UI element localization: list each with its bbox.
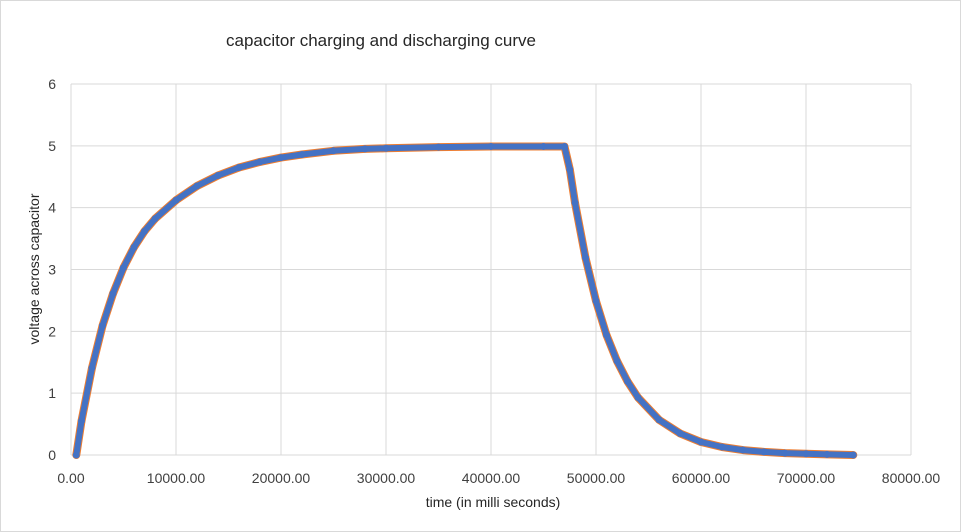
- data-point: [277, 154, 285, 162]
- data-point: [781, 449, 789, 457]
- data-point: [172, 196, 180, 204]
- data-point: [582, 254, 589, 262]
- y-axis-ticks: 0 1 2 3 4 5 6: [48, 76, 56, 463]
- data-point: [88, 364, 96, 372]
- data-point: [802, 450, 810, 458]
- data-point: [361, 145, 369, 153]
- data-point: [435, 143, 442, 151]
- y-tick-label: 2: [48, 323, 56, 339]
- y-tick-label: 3: [48, 262, 56, 278]
- data-point: [624, 377, 631, 385]
- x-tick-label: 10000.00: [147, 470, 206, 486]
- x-tick-label: 60000.00: [672, 470, 731, 486]
- data-point: [849, 451, 857, 459]
- data-point: [78, 417, 85, 425]
- y-tick-label: 0: [48, 447, 56, 463]
- data-point: [540, 142, 547, 150]
- y-tick-label: 5: [48, 138, 56, 154]
- grid: [70, 83, 912, 456]
- y-tick-label: 1: [48, 385, 56, 401]
- data-point: [141, 227, 148, 235]
- data-point: [655, 416, 663, 424]
- data-point: [193, 182, 201, 190]
- data-point: [613, 357, 621, 365]
- data-point: [718, 443, 726, 451]
- series-voltage: [72, 142, 858, 459]
- y-axis-title: voltage across capacitor: [26, 193, 42, 344]
- x-tick-label: 70000.00: [777, 470, 836, 486]
- x-tick-label: 80000.00: [882, 470, 941, 486]
- data-point: [72, 451, 80, 459]
- data-point: [739, 446, 747, 454]
- data-point: [571, 199, 579, 207]
- data-point: [120, 264, 127, 272]
- data-point: [256, 158, 264, 166]
- x-tick-label: 50000.00: [567, 470, 626, 486]
- y-tick-label: 6: [48, 76, 56, 92]
- data-point: [823, 450, 831, 458]
- x-tick-label: 40000.00: [462, 470, 521, 486]
- data-point: [676, 429, 684, 437]
- data-point: [330, 147, 337, 155]
- data-point: [561, 142, 568, 150]
- data-point: [487, 142, 495, 150]
- data-point: [130, 243, 138, 251]
- series-underlay-line: [72, 142, 858, 459]
- data-point: [603, 331, 610, 339]
- data-point: [592, 297, 600, 305]
- data-point: [99, 322, 106, 330]
- x-tick-label: 0.00: [57, 470, 84, 486]
- y-tick-label: 4: [48, 200, 56, 216]
- data-point: [235, 163, 243, 171]
- data-point: [566, 165, 574, 173]
- data-point: [214, 172, 222, 180]
- data-point: [109, 290, 117, 298]
- x-axis-title: time (in milli seconds): [426, 494, 561, 510]
- x-tick-label: 30000.00: [357, 470, 416, 486]
- x-axis-ticks: 0.00 10000.00 20000.00 30000.00 40000.00 5000…: [57, 470, 940, 486]
- data-point: [298, 150, 306, 158]
- data-point: [634, 393, 642, 401]
- data-point: [697, 438, 705, 446]
- data-point: [760, 448, 768, 456]
- data-point: [151, 215, 159, 223]
- x-tick-label: 20000.00: [252, 470, 311, 486]
- data-point: [382, 144, 390, 152]
- chart-title: capacitor charging and discharging curve: [226, 31, 536, 50]
